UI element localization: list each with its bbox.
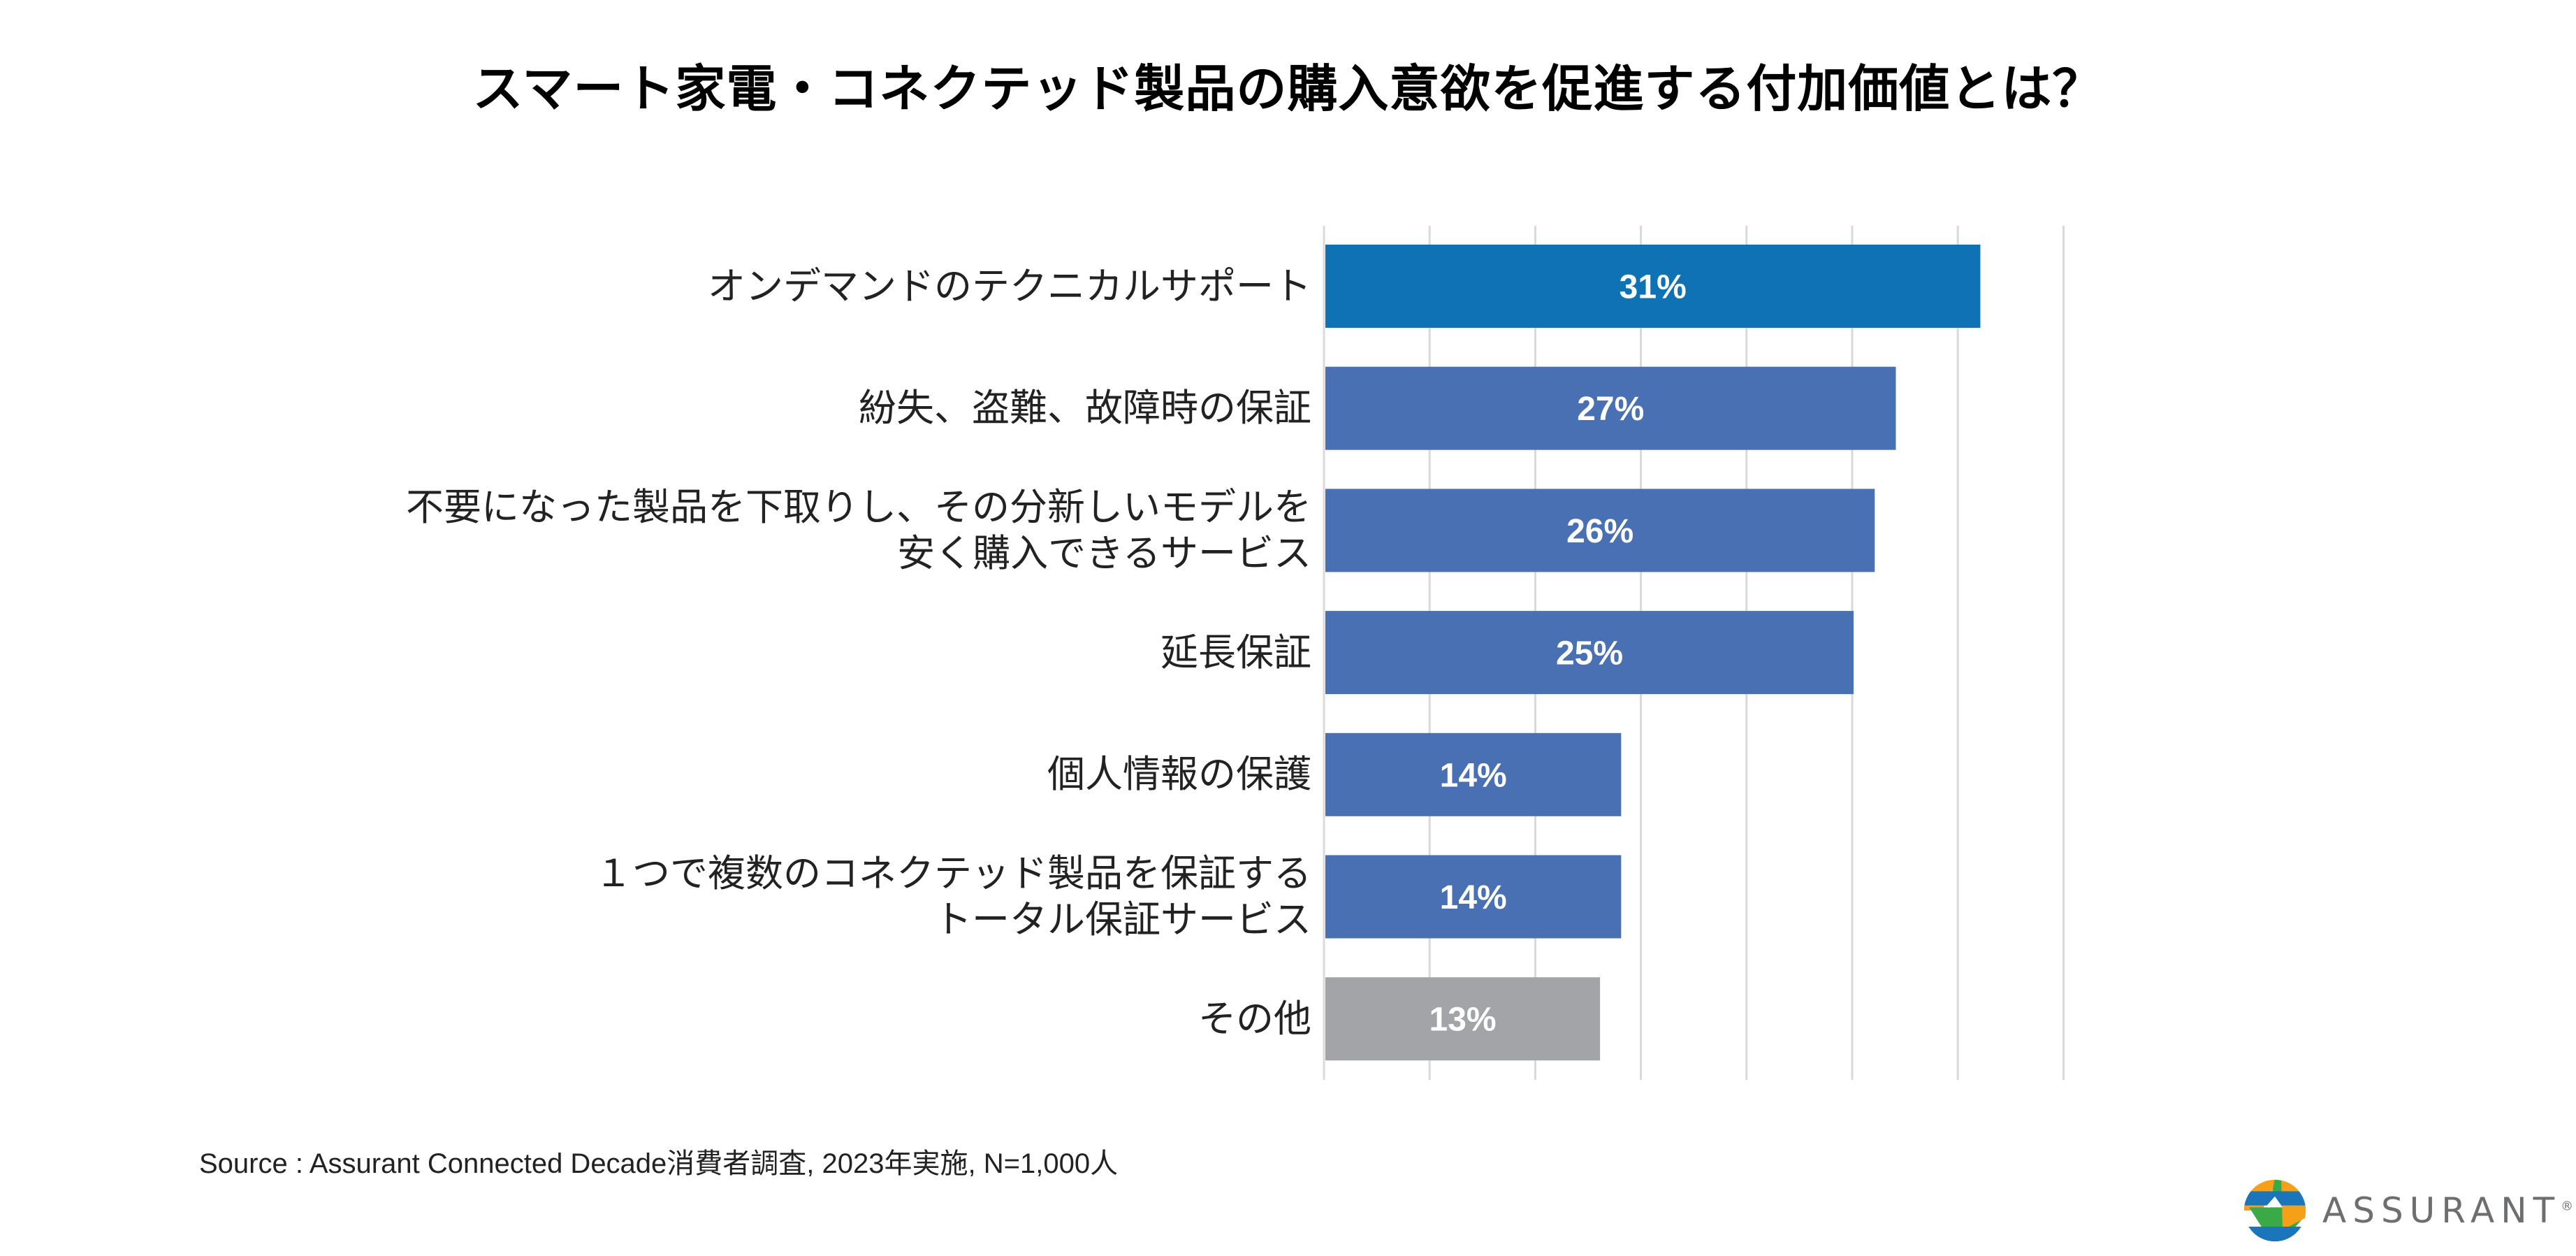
category-label: １つで複数のコネクテッド製品を保証する トータル保証サービス bbox=[595, 851, 1311, 943]
category-label-line: トータル保証サービス bbox=[934, 897, 1311, 941]
value-label: 26% bbox=[1566, 513, 1633, 550]
category-label: オンデマンドのテクニカルサポート bbox=[708, 264, 1311, 310]
value-label: 27% bbox=[1577, 391, 1644, 428]
category-label-line: 安く購入できるサービス bbox=[897, 530, 1311, 575]
category-label: 紛失、盗難、故障時の保証 bbox=[859, 385, 1311, 431]
assurant-logo: ASSURANT® bbox=[2243, 1178, 2573, 1243]
value-label: 14% bbox=[1440, 757, 1507, 794]
value-label: 25% bbox=[1556, 635, 1623, 672]
bar bbox=[1325, 489, 1875, 572]
category-label: 個人情報の保護 bbox=[1047, 751, 1311, 797]
source-note: Source : Assurant Connected Decade消費者調査,… bbox=[199, 1148, 1119, 1179]
chart-title: スマート家電・コネクテッド製品の購入意欲を促進する付加価値とは？ bbox=[472, 59, 2104, 118]
bar bbox=[1325, 245, 1981, 328]
bar bbox=[1325, 366, 1896, 450]
category-label-line: 個人情報の保護 bbox=[1047, 752, 1311, 797]
value-label: 31% bbox=[1620, 269, 1687, 306]
bar bbox=[1325, 732, 1622, 816]
bar bbox=[1325, 977, 1601, 1061]
value-label: 14% bbox=[1440, 879, 1507, 916]
category-label: 延長保証 bbox=[1160, 630, 1311, 676]
category-label: その他 bbox=[1198, 996, 1311, 1042]
value-label: 13% bbox=[1429, 1002, 1497, 1039]
category-label-line: オンデマンドのテクニカルサポート bbox=[708, 264, 1311, 308]
value-labels: 31% 27% 26% 25% 14% 14% 13% bbox=[1429, 269, 1687, 1039]
bar bbox=[1325, 855, 1622, 939]
assurant-logo-icon bbox=[2243, 1179, 2306, 1242]
assurant-wordmark: ASSURANT® bbox=[2322, 1190, 2574, 1231]
category-label: 不要になった製品を下取りし、その分新しいモデルを 安く購入できるサービス bbox=[406, 484, 1311, 577]
category-label-line: １つで複数のコネクテッド製品を保証する bbox=[595, 851, 1311, 895]
category-label-line: その他 bbox=[1198, 996, 1311, 1041]
bars bbox=[1325, 245, 1981, 1061]
category-label-line: 延長保証 bbox=[1160, 630, 1311, 674]
bar bbox=[1325, 611, 1854, 695]
category-label-line: 不要になった製品を下取りし、その分新しいモデルを bbox=[406, 484, 1311, 529]
category-label-line: 紛失、盗難、故障時の保証 bbox=[859, 386, 1311, 431]
